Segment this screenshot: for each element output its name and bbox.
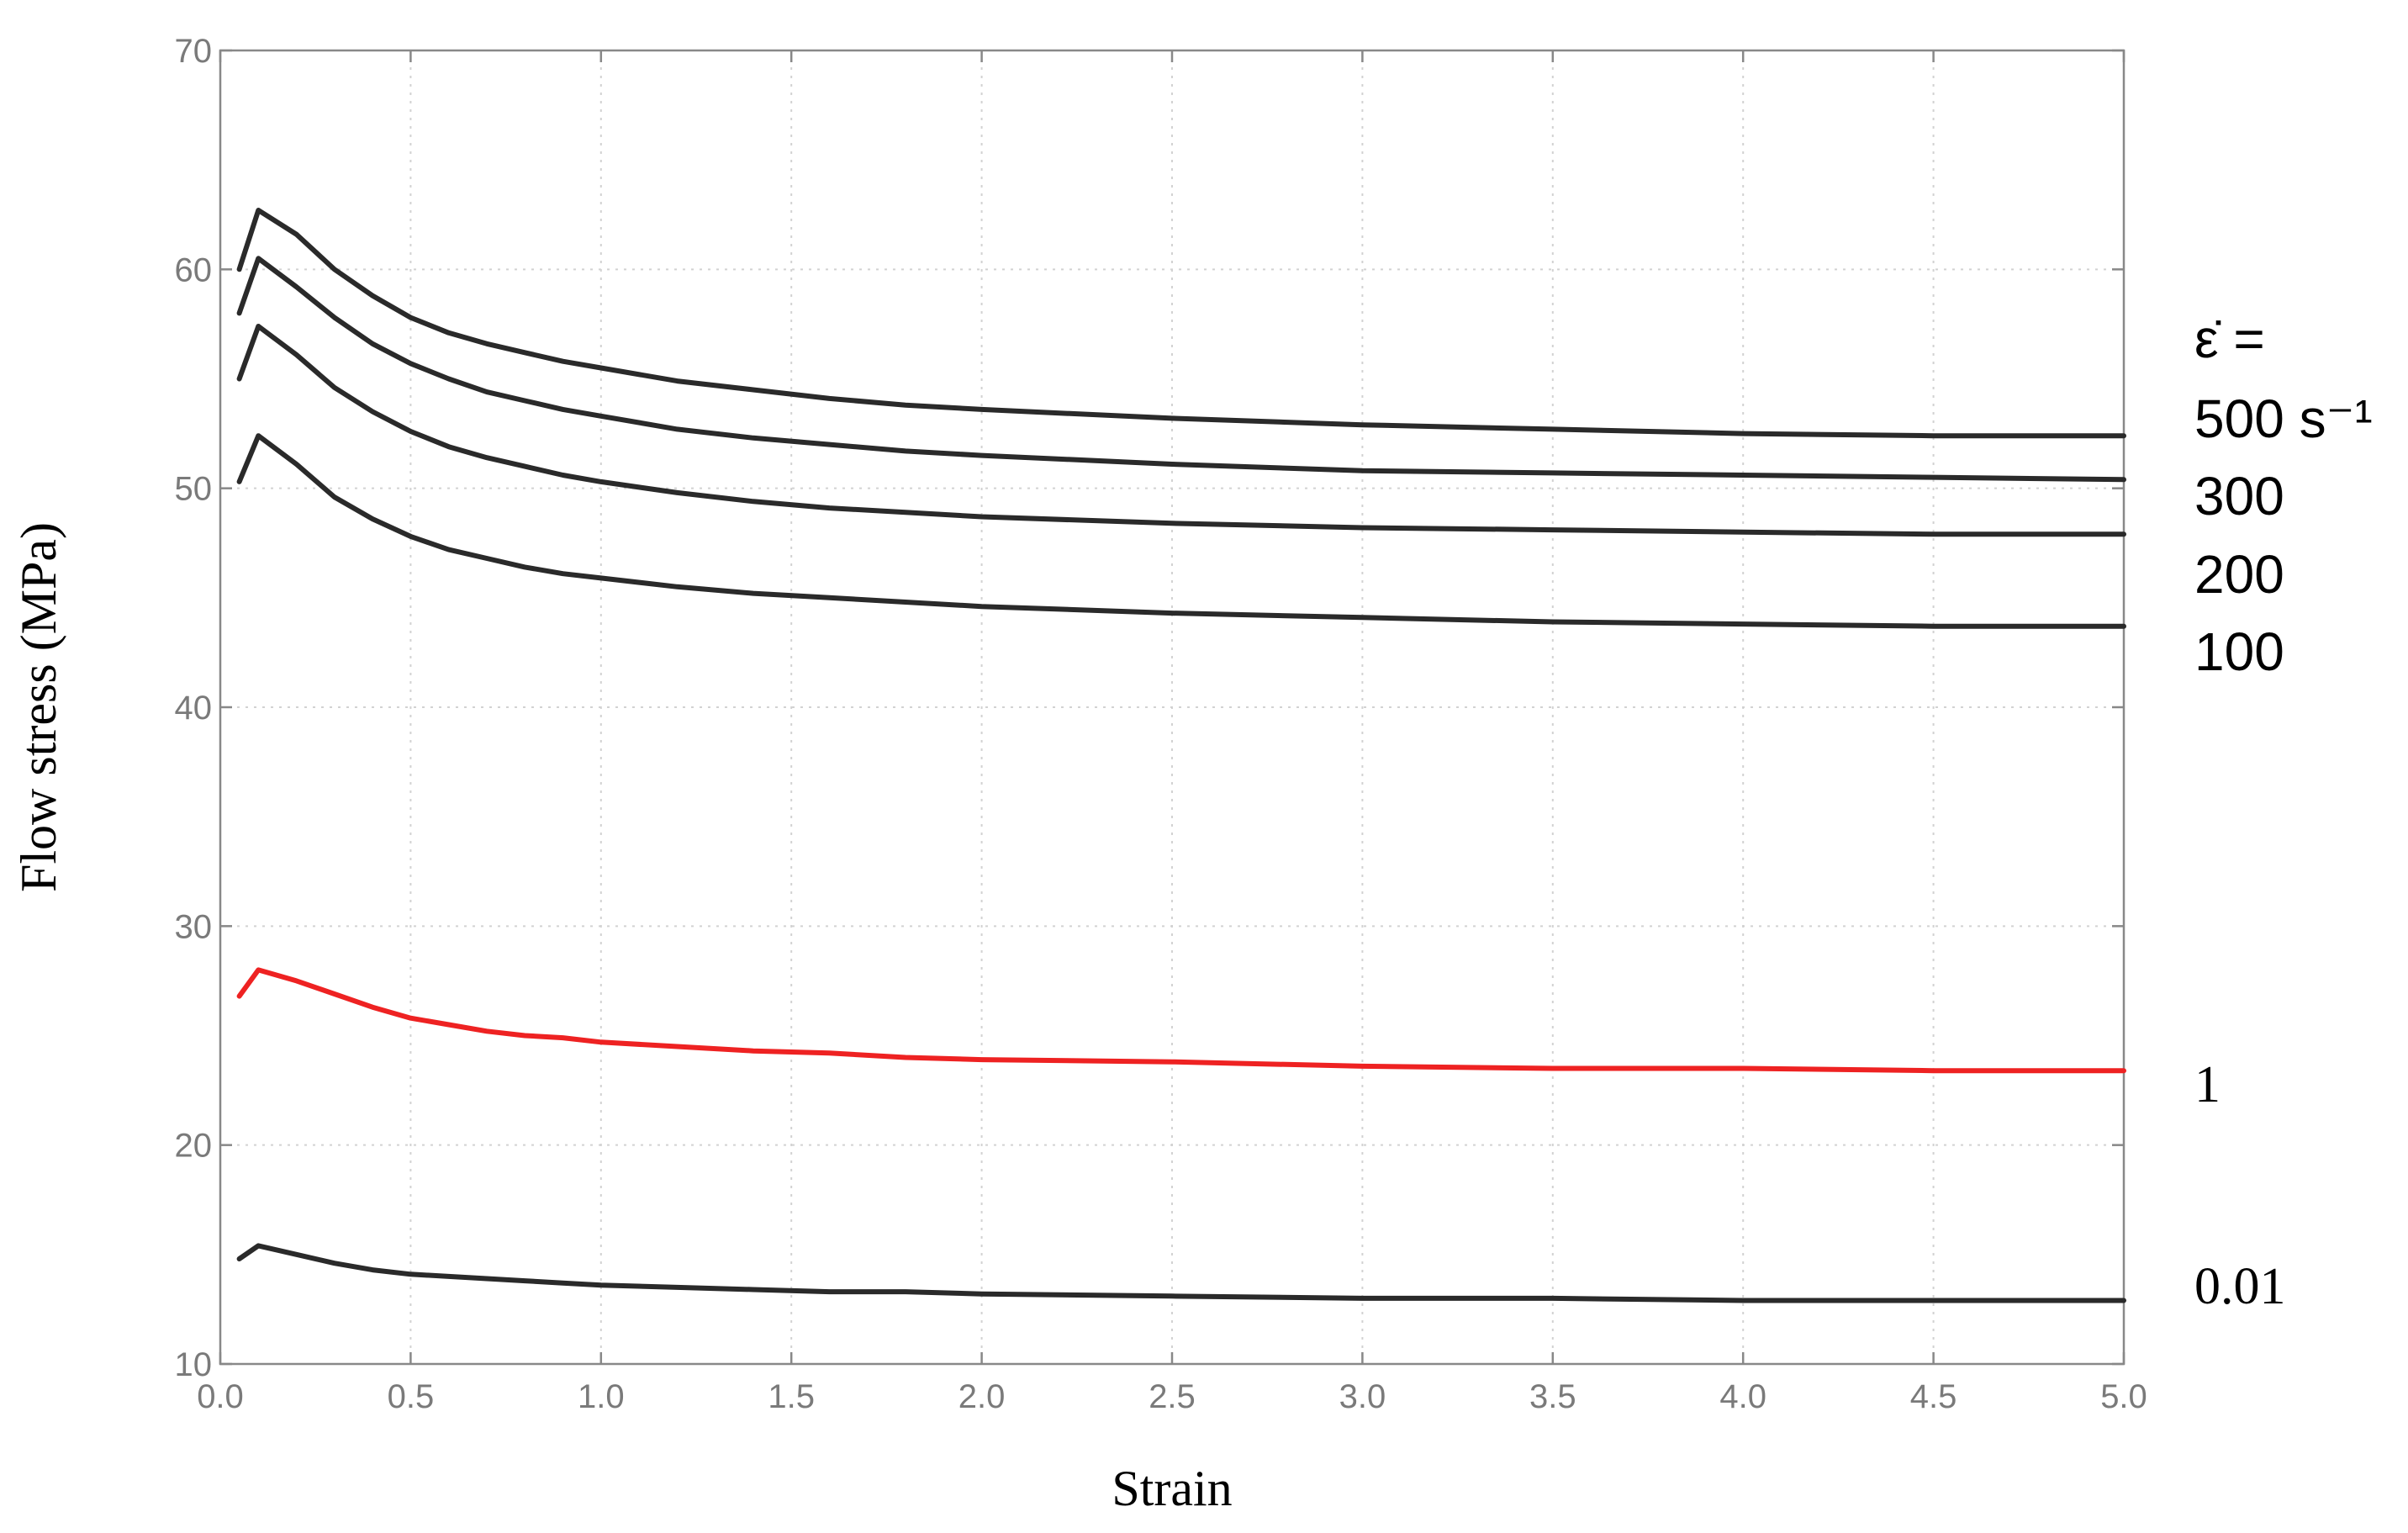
y-tick-label: 60 xyxy=(175,251,213,288)
x-tick-label: 4.0 xyxy=(1719,1378,1766,1415)
series-label-3: 100 xyxy=(2194,621,2284,682)
series-line-5 xyxy=(236,1243,2126,1303)
x-tick-label: 5.0 xyxy=(2100,1378,2147,1415)
x-tick-label: 0.0 xyxy=(197,1378,244,1415)
x-tick-label: 3.0 xyxy=(1339,1378,1386,1415)
y-tick-label: 20 xyxy=(175,1128,213,1165)
series-label-1: 300 xyxy=(2194,466,2284,526)
y-tick-label: 30 xyxy=(175,908,213,945)
axis-ticks: 0.0 0.5 1.0 1.5 2.0 2.5 3.0 3.5 4.0 4.5 5.0 10 20 30 4… xyxy=(175,33,2147,1415)
x-tick-label: 1.0 xyxy=(578,1378,625,1415)
series-line-1 xyxy=(236,256,2126,483)
series-line-2 xyxy=(236,324,2126,537)
grid-lines xyxy=(220,50,2124,1364)
series-label-0: 500 s⁻¹ xyxy=(2194,389,2373,449)
x-tick-label: 3.5 xyxy=(1529,1378,1576,1415)
x-tick-label: 2.5 xyxy=(1149,1378,1196,1415)
series-lines xyxy=(236,208,2126,1303)
series-line-0 xyxy=(236,208,2126,439)
series-label-4: 1 xyxy=(2194,1056,2221,1113)
x-tick-label: 0.5 xyxy=(388,1378,435,1415)
x-tick-label: 1.5 xyxy=(768,1378,815,1415)
series-label-2: 200 xyxy=(2194,544,2284,605)
x-tick-label: 4.5 xyxy=(1910,1378,1957,1415)
y-tick-label: 10 xyxy=(175,1346,213,1383)
y-axis-title: Flow stress (MPa) xyxy=(11,522,66,892)
y-tick-label: 40 xyxy=(175,690,213,727)
x-tick-label: 2.0 xyxy=(958,1378,1006,1415)
y-tick-label: 50 xyxy=(175,471,213,508)
y-tick-label: 70 xyxy=(175,33,213,70)
strain-rate-legend-title: ε̇ = xyxy=(2194,309,2265,369)
series-label-5: 0.01 xyxy=(2194,1258,2286,1315)
series-line-4 xyxy=(236,967,2126,1074)
x-axis-title: Strain xyxy=(1112,1461,1232,1516)
series-labels: 500 s⁻¹ 300 200 100 1 0.01 xyxy=(2194,389,2373,1315)
series-line-3 xyxy=(236,433,2126,629)
